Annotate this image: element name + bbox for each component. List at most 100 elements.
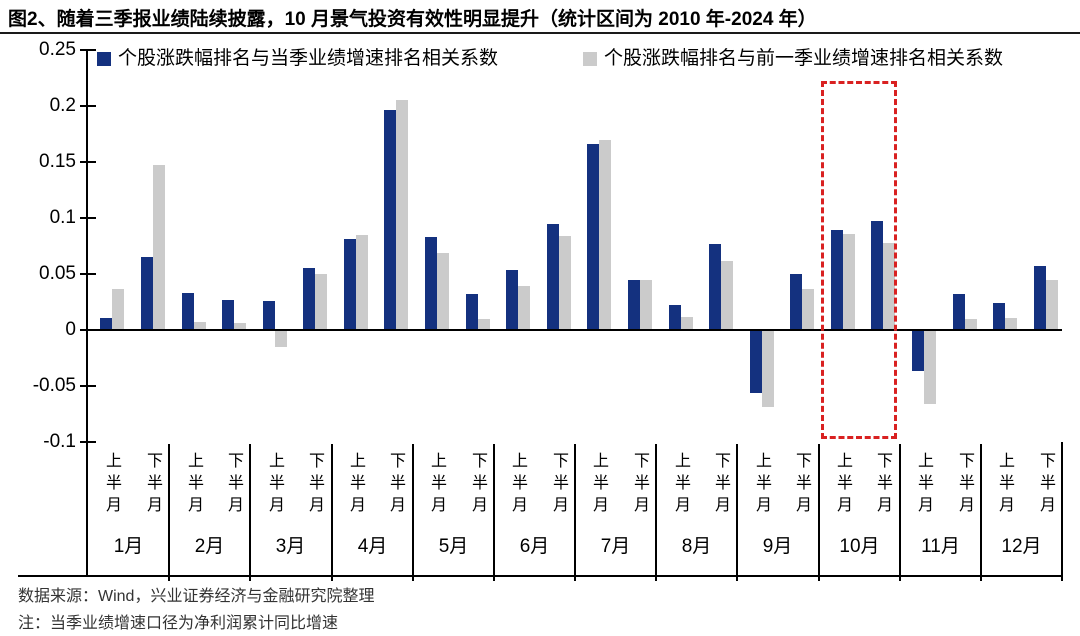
bar-current-quarter-series	[384, 110, 396, 330]
bar-previous-quarter-series	[559, 236, 571, 330]
half-month-label: 下半月	[712, 452, 729, 518]
y-axis-tick	[80, 105, 96, 107]
bar-previous-quarter-series	[1046, 280, 1058, 330]
month-label: 8月	[681, 536, 712, 557]
month-divider-tick	[817, 575, 820, 581]
x-axis-bottom-line	[18, 575, 1062, 577]
month-divider-line	[330, 444, 333, 575]
bar-previous-quarter-series	[721, 261, 733, 330]
bar-current-quarter-series	[669, 305, 681, 330]
half-month-label: 下半月	[874, 452, 891, 518]
y-tick-label: 0.15	[39, 151, 76, 172]
y-tick-label: -0.05	[32, 375, 76, 396]
y-axis-tick	[80, 441, 96, 443]
bar-current-quarter-series	[953, 294, 965, 330]
month-label: 9月	[762, 536, 793, 557]
half-month-label: 下半月	[469, 452, 486, 518]
half-month-label: 下半月	[1037, 452, 1054, 518]
zero-axis-line	[86, 329, 1062, 331]
half-month-label: 上半月	[428, 452, 445, 518]
month-label: 4月	[357, 536, 388, 557]
half-month-label: 下半月	[631, 452, 648, 518]
bar-current-quarter-series	[222, 300, 234, 330]
y-axis-tick	[80, 161, 96, 163]
bar-previous-quarter-series	[275, 331, 287, 347]
bar-current-quarter-series	[547, 224, 559, 330]
month-label: 11月	[921, 536, 960, 557]
data-source-note: 数据来源：Wind，兴业证券经济与金融研究院整理	[18, 588, 375, 605]
y-tick-label: 0.05	[39, 263, 76, 284]
bar-previous-quarter-series	[194, 322, 206, 330]
half-month-label: 上半月	[996, 452, 1013, 518]
month-label: 10月	[839, 536, 880, 557]
half-month-label: 下半月	[225, 452, 242, 518]
month-divider-tick	[330, 575, 333, 581]
half-month-label: 下半月	[793, 452, 810, 518]
bar-current-quarter-series	[831, 230, 843, 330]
half-month-label: 下半月	[306, 452, 323, 518]
bar-previous-quarter-series	[965, 319, 977, 330]
caliber-note: 注：当季业绩增速口径为净利润累计同比增速	[18, 615, 339, 632]
half-month-label: 上半月	[266, 452, 283, 518]
bar-current-quarter-series	[628, 280, 640, 330]
y-axis-tick	[80, 385, 96, 387]
bar-previous-quarter-series	[1005, 318, 1017, 330]
legend-item-current-quarter: 个股涨跌幅排名与当季业绩增速排名相关系数	[97, 49, 498, 69]
bar-previous-quarter-series	[924, 331, 936, 404]
y-tick-label: 0	[65, 319, 76, 340]
bar-previous-quarter-series	[883, 243, 895, 330]
bar-current-quarter-series	[303, 268, 315, 330]
month-label: 2月	[194, 536, 225, 557]
bar-current-quarter-series	[182, 293, 194, 330]
month-label: 6月	[519, 536, 550, 557]
month-divider-line	[492, 444, 495, 575]
legend-swatch-previous-quarter	[583, 52, 597, 66]
bar-current-quarter-series	[993, 303, 1005, 330]
half-month-label: 上半月	[834, 452, 851, 518]
half-month-label: 上半月	[753, 452, 770, 518]
half-month-label: 下半月	[956, 452, 973, 518]
month-divider-line	[817, 444, 820, 575]
y-axis-tick	[80, 273, 96, 275]
half-month-label: 上半月	[185, 452, 202, 518]
bar-previous-quarter-series	[802, 289, 814, 330]
half-month-label: 上半月	[590, 452, 607, 518]
month-divider-tick	[168, 575, 171, 581]
bar-previous-quarter-series	[762, 331, 774, 407]
half-month-label: 上半月	[915, 452, 932, 518]
bar-previous-quarter-series	[599, 140, 611, 330]
bar-previous-quarter-series	[640, 280, 652, 330]
legend-item-previous-quarter: 个股涨跌幅排名与前一季业绩增速排名相关系数	[583, 49, 1003, 69]
y-axis-tick	[80, 217, 96, 219]
bar-current-quarter-series	[263, 301, 275, 330]
bar-previous-quarter-series	[153, 165, 165, 330]
bar-current-quarter-series	[871, 221, 883, 330]
bar-current-quarter-series	[100, 318, 112, 330]
month-label: 7月	[600, 536, 631, 557]
y-tick-label: 0.1	[49, 207, 76, 228]
month-divider-line	[411, 444, 414, 575]
half-month-label: 上半月	[509, 452, 526, 518]
title-divider	[0, 32, 1080, 34]
bar-current-quarter-series	[466, 294, 478, 330]
legend-label-previous-quarter: 个股涨跌幅排名与前一季业绩增速排名相关系数	[604, 48, 1004, 69]
legend-label-current-quarter: 个股涨跌幅排名与当季业绩增速排名相关系数	[118, 48, 499, 69]
legend-swatch-current-quarter	[97, 52, 111, 66]
half-month-label: 下半月	[550, 452, 567, 518]
half-month-label: 上半月	[103, 452, 120, 518]
bar-current-quarter-series	[790, 274, 802, 330]
bar-current-quarter-series	[587, 144, 599, 330]
month-divider-tick	[898, 575, 901, 581]
y-tick-label: -0.1	[43, 431, 76, 452]
bar-previous-quarter-series	[843, 234, 855, 330]
half-month-label: 下半月	[387, 452, 404, 518]
y-axis-line	[86, 50, 88, 577]
bar-current-quarter-series	[750, 331, 762, 393]
bar-current-quarter-series	[709, 244, 721, 330]
bar-current-quarter-series	[425, 237, 437, 330]
month-label: 12月	[1001, 536, 1042, 557]
month-label: 3月	[275, 536, 306, 557]
bar-previous-quarter-series	[478, 319, 490, 330]
month-divider-tick	[411, 575, 414, 581]
